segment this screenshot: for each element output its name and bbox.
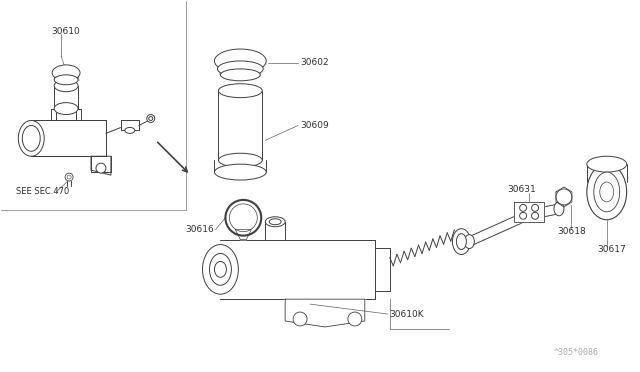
Polygon shape bbox=[514, 202, 544, 222]
Ellipse shape bbox=[54, 75, 78, 85]
Circle shape bbox=[556, 189, 572, 205]
Circle shape bbox=[96, 163, 106, 173]
Ellipse shape bbox=[214, 49, 266, 73]
Ellipse shape bbox=[218, 84, 262, 98]
Circle shape bbox=[520, 204, 527, 211]
Text: 30610: 30610 bbox=[51, 27, 80, 36]
Ellipse shape bbox=[220, 69, 260, 81]
Circle shape bbox=[148, 116, 153, 121]
Text: 30602: 30602 bbox=[300, 58, 329, 67]
Text: 30618: 30618 bbox=[557, 227, 586, 236]
Circle shape bbox=[67, 175, 71, 179]
Ellipse shape bbox=[218, 61, 263, 77]
Circle shape bbox=[520, 212, 527, 219]
Ellipse shape bbox=[452, 229, 470, 254]
Polygon shape bbox=[285, 299, 365, 327]
Ellipse shape bbox=[265, 217, 285, 227]
Text: 30609: 30609 bbox=[300, 121, 329, 130]
Ellipse shape bbox=[218, 153, 262, 167]
Polygon shape bbox=[556, 187, 572, 207]
Circle shape bbox=[147, 115, 155, 122]
Ellipse shape bbox=[587, 164, 627, 220]
Ellipse shape bbox=[594, 172, 620, 212]
Text: 30631: 30631 bbox=[507, 186, 536, 195]
Ellipse shape bbox=[54, 103, 78, 115]
Ellipse shape bbox=[269, 219, 281, 225]
Ellipse shape bbox=[54, 80, 78, 92]
Ellipse shape bbox=[22, 125, 40, 151]
Polygon shape bbox=[31, 121, 106, 156]
Circle shape bbox=[225, 200, 261, 235]
Ellipse shape bbox=[209, 253, 232, 285]
Ellipse shape bbox=[214, 164, 266, 180]
Text: ^305*0086: ^305*0086 bbox=[554, 348, 599, 357]
Ellipse shape bbox=[600, 182, 614, 202]
Text: 30617: 30617 bbox=[596, 245, 625, 254]
Ellipse shape bbox=[456, 234, 467, 250]
Ellipse shape bbox=[19, 121, 44, 156]
Text: SEE SEC.470: SEE SEC.470 bbox=[17, 187, 70, 196]
Ellipse shape bbox=[125, 128, 135, 134]
Circle shape bbox=[293, 312, 307, 326]
Polygon shape bbox=[51, 109, 81, 121]
Circle shape bbox=[532, 204, 538, 211]
Ellipse shape bbox=[52, 65, 80, 81]
Circle shape bbox=[348, 312, 362, 326]
Ellipse shape bbox=[202, 244, 238, 294]
Ellipse shape bbox=[554, 202, 564, 216]
Text: 30616: 30616 bbox=[186, 225, 214, 234]
Polygon shape bbox=[121, 121, 139, 131]
Polygon shape bbox=[91, 156, 111, 175]
Ellipse shape bbox=[214, 262, 227, 277]
Text: 30610K: 30610K bbox=[390, 310, 424, 318]
Ellipse shape bbox=[465, 235, 474, 248]
Ellipse shape bbox=[587, 156, 627, 172]
Circle shape bbox=[229, 204, 257, 232]
Circle shape bbox=[532, 212, 538, 219]
Polygon shape bbox=[236, 230, 252, 240]
Circle shape bbox=[65, 173, 73, 181]
